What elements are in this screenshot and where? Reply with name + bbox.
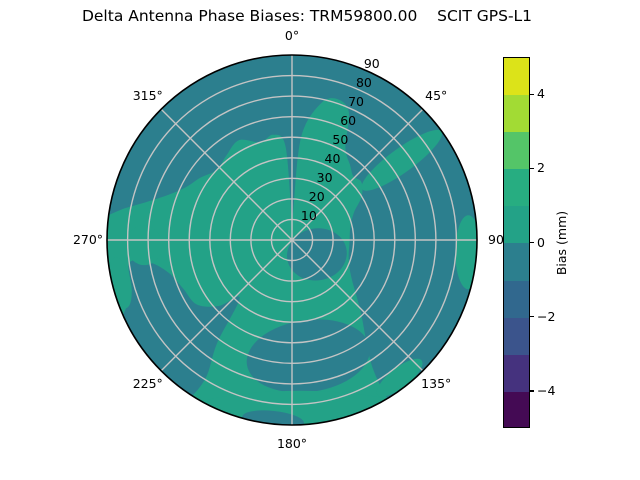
grid-spoke-45 [291, 108, 424, 241]
colorbar-segment-6 [504, 280, 529, 318]
angular-tick-label-0: 0° [284, 27, 300, 43]
contour-region-south-rim-light [150, 390, 451, 425]
colorbar-segment-7 [504, 317, 529, 355]
colorbar-tick--2 [530, 316, 534, 318]
polar-outline [106, 54, 478, 426]
colorbar-segment-0 [504, 58, 529, 96]
chart-title: Delta Antenna Phase Biases: TRM59800.00 … [81, 7, 533, 25]
grid-spoke-135 [291, 239, 424, 372]
colorbar-segment-4 [504, 206, 529, 244]
grid-spoke-315 [160, 108, 293, 241]
radial-tick-label-30: 30 [316, 169, 333, 185]
grid-spoke-225 [160, 239, 293, 372]
angular-tick-label-90: 90 [488, 231, 504, 247]
contour-region-center-blob [287, 228, 347, 281]
radial-tick-label-60: 60 [340, 112, 357, 128]
colorbar-segment-5 [504, 243, 529, 281]
contour-region-north-east-rim-region [107, 55, 477, 416]
radial-tick-label-90: 90 [363, 55, 380, 71]
colorbar-axis-label: Bias (mm) [553, 210, 569, 276]
angular-tick-label-45: 45° [425, 87, 448, 103]
angular-tick-label-315: 315° [132, 87, 163, 103]
radial-tick-label-80: 80 [355, 74, 372, 90]
colorbar-tick-4 [530, 93, 534, 95]
radial-tick-label-50: 50 [332, 131, 349, 147]
colorbar-tick-label--2: −2 [537, 308, 556, 324]
radial-tick-label-10: 10 [300, 207, 317, 223]
contour-region-south-mid-band [246, 319, 370, 393]
angular-tick-label-180: 180° [276, 435, 308, 451]
colorbar-segment-3 [504, 169, 529, 207]
colorbar-segment-1 [504, 95, 529, 133]
radial-tick-label-70: 70 [348, 93, 365, 109]
polar-grid [107, 55, 477, 425]
contour-region-east-rim-light [455, 215, 477, 290]
colorbar-tick-label--4: −4 [537, 382, 556, 398]
colorbar [503, 57, 530, 428]
colorbar-tick-0 [530, 241, 534, 244]
colorbar-tick-label-0: 0 [537, 234, 545, 250]
contour-region-northeast-light-channel [361, 129, 443, 191]
contour-region-west-rim-light-inner [126, 225, 163, 266]
colorbar-segment-2 [504, 132, 529, 170]
contour-region-southeast-rim-light [376, 358, 423, 397]
angular-tick-label-270: 270° [72, 231, 104, 247]
angular-tick-label-135: 135° [421, 375, 452, 391]
radial-tick-label-20: 20 [308, 188, 325, 204]
radial-tick-label-40: 40 [324, 150, 341, 166]
colorbar-tick-label-2: 2 [537, 160, 545, 176]
colorbar-segment-9 [504, 391, 529, 427]
colorbar-tick-label-4: 4 [537, 85, 545, 101]
angular-tick-label-225: 225° [132, 375, 163, 391]
colorbar-tick--4 [530, 390, 534, 392]
colorbar-segment-8 [504, 354, 529, 392]
colorbar-tick-2 [530, 167, 534, 169]
